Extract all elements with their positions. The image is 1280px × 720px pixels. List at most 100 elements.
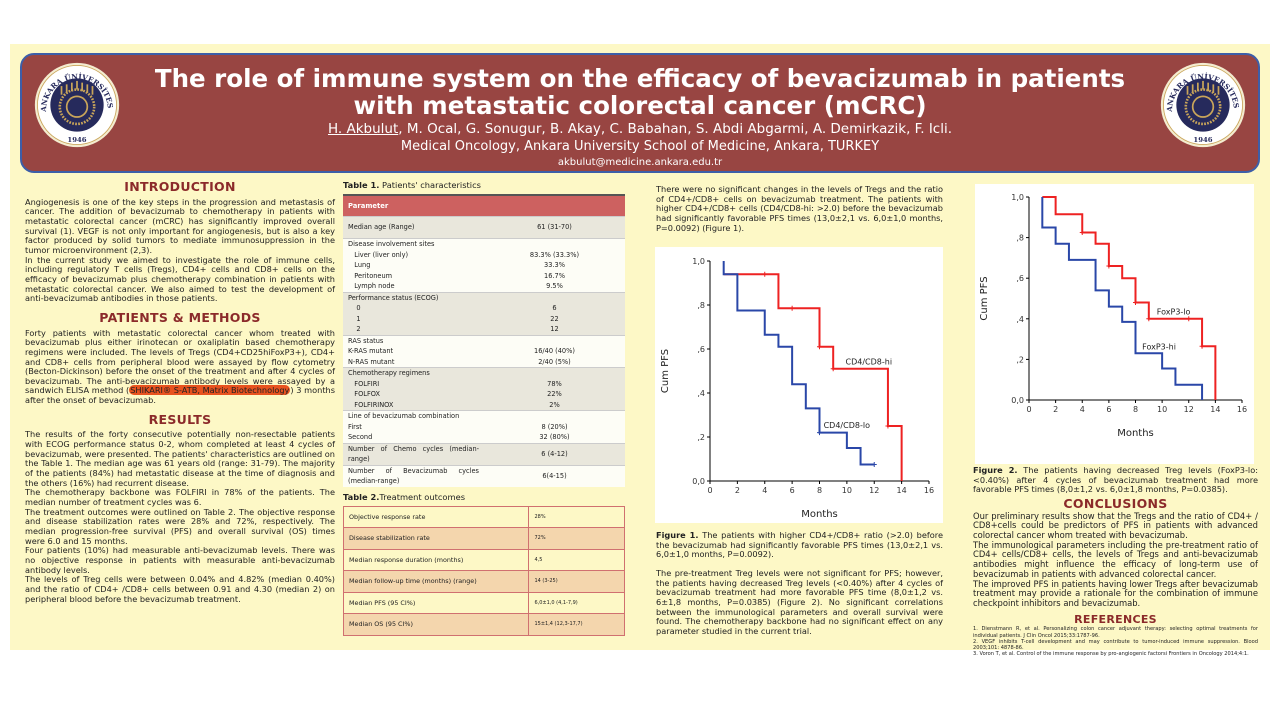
- table-cell-parameter: Number of Chemo cycles (median-range): [343, 442, 484, 466]
- logo-year: 1946: [1193, 136, 1212, 144]
- table-cell-outcome: Median response duration (months): [342, 548, 530, 572]
- logo-ornament: [76, 80, 78, 90]
- x-tick-label: 6: [1106, 405, 1111, 414]
- reference-item: 3. Voron T, et al. Control of the immune…: [973, 651, 1249, 658]
- methods-text: Forty patients with metastatic colorecta…: [25, 327, 335, 396]
- highlighted-assay: SHIKARI® S-ATB, Matrix Biotechnology: [129, 385, 291, 396]
- table-cell-value: 32 (80%): [539, 433, 570, 442]
- table-row: K-RAS mutant 16/40 (40%): [343, 346, 625, 357]
- table-row: Lung 33.3%: [343, 260, 625, 271]
- table-cell-value: 6(4-15): [484, 464, 625, 488]
- y-tick-label: 1,0: [1011, 193, 1024, 202]
- logo-ornament: [70, 82, 73, 92]
- other-authors: , M. Ocal, G. Sonugur, B. Akay, C. Babah…: [398, 121, 953, 137]
- table-cell-value: 83.3% (33.3%): [529, 250, 580, 259]
- y-tick-label: ,8: [1016, 234, 1024, 243]
- x-tick-label: 2: [735, 486, 740, 495]
- column-1: INTRODUCTION Angiogenesis is one of the …: [25, 176, 335, 604]
- table-row: Peritoneum 16.7%: [343, 270, 625, 282]
- censor-mark: [871, 462, 877, 467]
- table-cell-parameter: K-RAS mutant: [348, 347, 394, 356]
- x-tick-label: 4: [1080, 405, 1085, 414]
- table-cell-value: 14 (3-25): [528, 570, 625, 593]
- logo-ornament: [1196, 82, 1199, 92]
- censor-mark: [789, 305, 795, 311]
- treatment-outcomes-table: Objective response rate 28% Disease stabil…: [342, 505, 625, 636]
- y-tick-label: ,4: [697, 389, 705, 398]
- table-cell-value: 6 (4-12): [484, 442, 625, 466]
- table-cell-value: 61 (31-70): [484, 216, 625, 239]
- x-axis-label: Months: [1117, 428, 1154, 439]
- table1-header: Parameter: [343, 193, 625, 217]
- table-row: First 8 (20%): [343, 421, 625, 433]
- table-cell-parameter: Lung: [348, 261, 371, 270]
- x-tick-label: 16: [924, 486, 934, 495]
- x-tick-label: 14: [1210, 405, 1220, 414]
- methods-heading: PATIENTS & METHODS: [99, 309, 261, 325]
- figure1-caption-text: The patients with higher CD4+/CD8+ ratio…: [656, 530, 943, 560]
- table-cell-parameter: FOLFOX: [348, 390, 381, 399]
- logo-ornament: [1191, 95, 1215, 118]
- table-cell-value: 28%: [528, 505, 625, 529]
- table-row: 1 22: [343, 313, 625, 325]
- table-row: Chemotherapy regimens: [343, 367, 625, 379]
- censor-mark: [1199, 343, 1205, 349]
- table-cell-parameter: Disease involvement sites: [343, 238, 484, 250]
- table-cell-parameter: First: [348, 422, 362, 431]
- table-cell-outcome: Median PFS (95 CI%): [342, 591, 530, 615]
- patient-characteristics-table: Parameter Median age (Range) 61 (31-70) Di…: [343, 193, 625, 488]
- table-row: Objective response rate 28%: [342, 505, 625, 529]
- censor-mark: [1133, 300, 1138, 306]
- logo-ornament: [1202, 80, 1204, 90]
- table-row: Median age (Range) 61 (31-70): [343, 216, 625, 239]
- reference-item: 1. Dienstmann R, et al. Personalizing co…: [973, 626, 1258, 639]
- authors: H. Akbulut, M. Ocal, G. Sonugur, B. Akay…: [22, 121, 1258, 137]
- table2-label: Table 2.: [343, 492, 380, 503]
- intro-paragraph: In the current study we aimed to investi…: [25, 254, 335, 304]
- table-cell-value: 6: [552, 304, 557, 313]
- y-tick-label: ,8: [697, 301, 705, 310]
- table-cell-value: 2%: [549, 400, 560, 409]
- conclusion-paragraph: The immunological parameters including t…: [973, 539, 1258, 579]
- table-row: Median OS (95 CI%) 15±1,4 (12,3-17,7): [342, 613, 625, 636]
- results-paragraph: The levels of Treg cells were between 0.…: [25, 574, 335, 604]
- table-cell-value: [484, 334, 625, 347]
- figure1-chart: 0 2 4 6 8 10 12 14 16 0,0 ,2 ,4 ,6 ,8 1,0 Months Cum PFS…: [655, 247, 943, 523]
- table-row: Median response duration (months) 4,5: [342, 548, 625, 572]
- table-cell-parameter: Liver (liver only): [348, 250, 409, 259]
- x-tick-label: 0: [1026, 405, 1031, 414]
- table-cell-value: 33.3%: [544, 261, 565, 270]
- references-heading: REFERENCES: [1074, 612, 1157, 626]
- logo-ornament: [91, 86, 94, 95]
- logo-ornament: [65, 95, 89, 118]
- table-row: Line of bevacizumab combination: [343, 410, 625, 422]
- table-row: Liver (liver only) 83.3% (33.3%): [343, 249, 625, 261]
- logo-ornament: [86, 84, 89, 93]
- legend-cd4-cd8-hi: CD4/CD8-hi: [846, 357, 893, 366]
- x-tick-label: 16: [1237, 405, 1247, 414]
- table-row: Second 32 (80%): [343, 432, 625, 444]
- x-tick-label: 10: [842, 486, 852, 495]
- table-row: Performance status (ECOG): [343, 291, 625, 304]
- results-paragraph: Four patients (10%) had measurable anti-…: [25, 545, 335, 575]
- poster-header: The role of immune system on the efficac…: [20, 53, 1260, 173]
- table-row: Number of Chemo cycles (median-range) 6 (…: [343, 442, 625, 466]
- table-cell-value: 12: [550, 325, 559, 334]
- email: akbulut@medicine.ankara.edu.tr: [557, 157, 723, 168]
- table2-caption: Table 2.Treatment outcomes: [343, 492, 625, 503]
- table-cell-parameter: 0: [348, 304, 361, 313]
- x-tick-label: 4: [762, 486, 767, 495]
- legend-foxp3-lo: FoxP3-lo: [1157, 308, 1191, 317]
- censor-mark: [762, 271, 768, 277]
- university-logo-left: ANKARA ÜNİVERSİTESİ1946: [34, 62, 120, 148]
- table-cell-parameter: 1: [348, 314, 361, 323]
- logo-ornament: [60, 86, 63, 95]
- results-paragraph: There were no significant changes in the…: [656, 184, 943, 233]
- figure2-svg: 0 2 4 6 8 10 12 14 16 0,0 ,2 ,4 ,6 ,8 1,0 Months Cum PFS…: [979, 193, 1247, 439]
- figure2-caption-text: The patients having decreased Treg level…: [973, 465, 1258, 495]
- figure1-svg: 0 2 4 6 8 10 12 14 16 0,0 ,2 ,4 ,6 ,8 1,0 Months Cum PFS…: [660, 257, 934, 520]
- y-tick-label: ,2: [697, 433, 705, 442]
- table-cell-outcome: Disease stabilization rate: [342, 527, 530, 550]
- table-cell-parameter: Peritoneum: [348, 271, 393, 280]
